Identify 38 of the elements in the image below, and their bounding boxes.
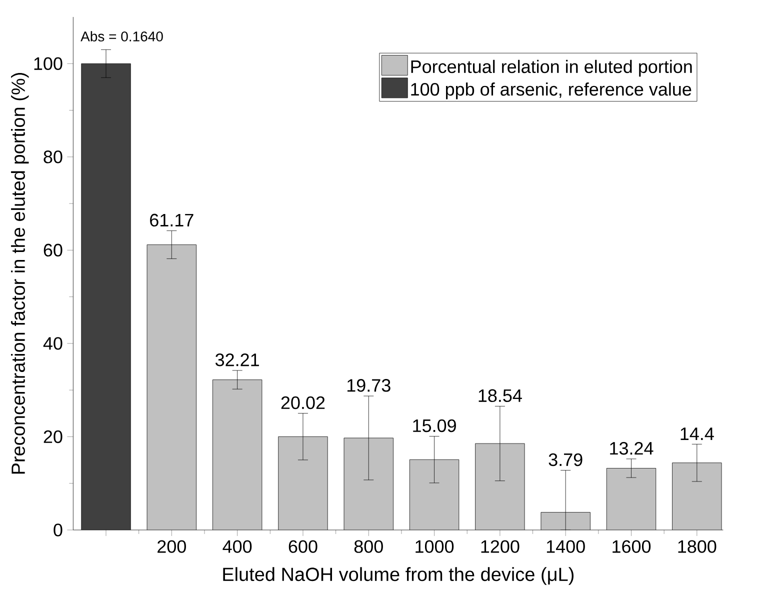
bar	[475, 444, 525, 530]
y-tick-label: 0	[54, 524, 62, 536]
data-label: 13.24	[610, 442, 654, 455]
y-axis-title: Preconcentration factor in the eluted portion (%)	[11, 72, 29, 474]
data-label: 32.21	[215, 354, 259, 366]
x-tick-label: 1600	[612, 540, 651, 553]
y-tick-label: 20	[44, 430, 62, 444]
data-label: 14.4	[680, 428, 714, 440]
x-tick-label: 600	[288, 540, 318, 553]
bar	[147, 244, 196, 530]
data-label: 20.02	[281, 396, 325, 410]
bar	[540, 512, 590, 530]
x-tick-label: 1400	[546, 540, 585, 553]
bar	[212, 380, 262, 530]
x-axis-title: Eluted NaOH volume from the device (μL)	[223, 567, 574, 585]
x-tick-label: 400	[222, 540, 252, 553]
data-label: 3.79	[548, 453, 582, 466]
y-tick-label: 100	[34, 57, 62, 70]
x-tick-label: 200	[158, 540, 186, 553]
data-label: 18.54	[478, 389, 522, 402]
legend-label: 100 ppb of arsenic, reference value	[411, 82, 692, 100]
annotation: Abs = 0.1640	[80, 31, 163, 42]
data-label: 19.73	[347, 379, 390, 392]
x-tick-label: 800	[354, 540, 383, 553]
x-tick-label: 1800	[678, 540, 716, 553]
bar	[344, 438, 394, 530]
data-label: 61.17	[150, 214, 194, 227]
bar	[672, 462, 722, 530]
data-label: 15.09	[413, 419, 456, 432]
bar	[278, 436, 328, 530]
bar	[606, 468, 656, 530]
x-tick-label: 1000	[416, 540, 454, 553]
y-tick-label: 40	[43, 337, 62, 350]
y-tick-label: 80	[44, 150, 62, 164]
bar	[410, 460, 459, 530]
y-tick-label: 60	[44, 244, 62, 257]
legend-label: Porcentual relation in eluted portion	[411, 60, 692, 77]
x-tick-label: 1200	[481, 540, 520, 553]
